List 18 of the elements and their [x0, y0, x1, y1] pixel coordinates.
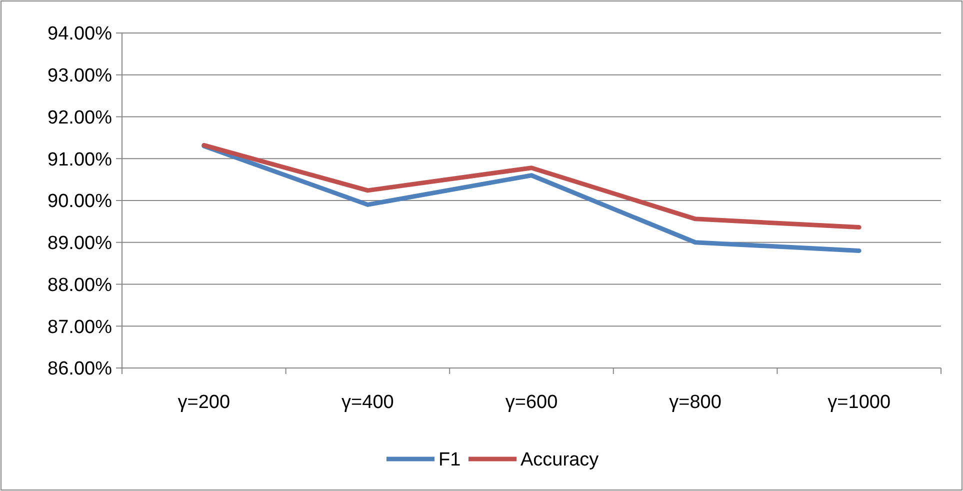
x-tick-label: γ=200	[178, 392, 230, 413]
x-tick-label: γ=400	[342, 392, 394, 413]
x-tick-label: γ=800	[669, 392, 722, 413]
y-tick-label: 88.00%	[48, 274, 112, 296]
x-tick-label: γ=1000	[828, 392, 891, 413]
y-tick-label: 94.00%	[48, 24, 112, 45]
y-tick-label: 90.00%	[48, 191, 112, 212]
y-tick-label: 93.00%	[48, 66, 112, 87]
legend-label: Accuracy	[520, 450, 600, 471]
line-series	[202, 142, 862, 230]
x-tick-label: γ=600	[505, 392, 558, 413]
line-series	[202, 144, 862, 253]
y-tick-label: 89.00%	[48, 233, 112, 254]
y-tick-label: 91.00%	[48, 149, 112, 170]
y-tick-label: 86.00%	[48, 358, 112, 380]
legend-label: F1	[438, 450, 461, 471]
y-tick-label: 87.00%	[48, 316, 112, 338]
y-tick-label: 92.00%	[48, 107, 112, 128]
